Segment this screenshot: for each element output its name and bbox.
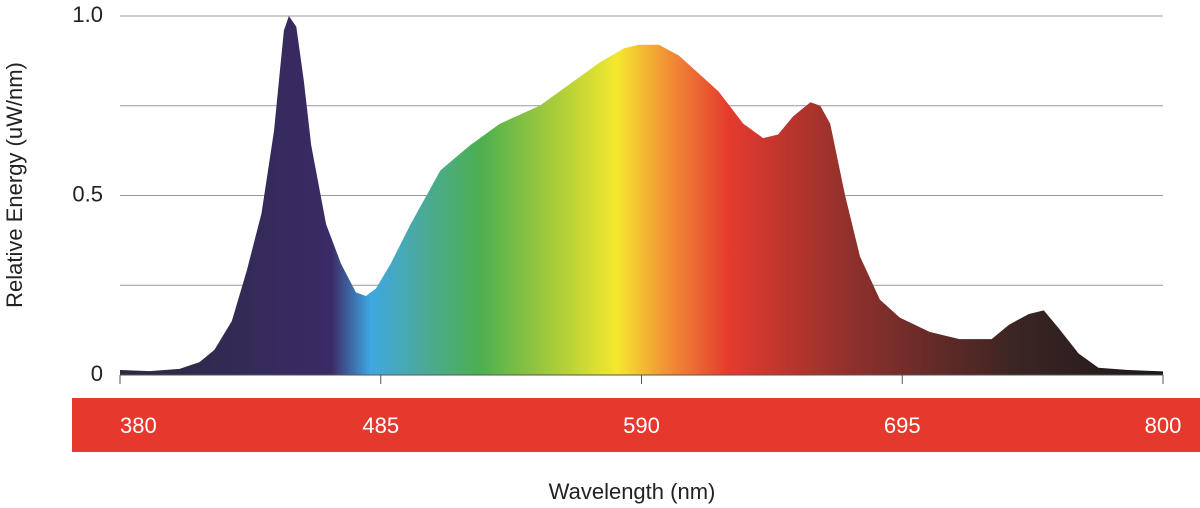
x-tick-label: 695 [884, 413, 921, 438]
axis-band [72, 398, 1200, 452]
x-tick-label: 800 [1145, 413, 1182, 438]
x-tick-label: 380 [120, 413, 157, 438]
x-tick-label: 590 [623, 413, 660, 438]
y-tick-label: 0 [91, 361, 103, 386]
x-tick-label: 485 [362, 413, 399, 438]
x-axis-label: Wavelength (nm) [549, 479, 716, 504]
spectrum-area [120, 16, 1163, 375]
y-tick-label: 0.5 [72, 181, 103, 206]
y-tick-label: 1.0 [72, 2, 103, 27]
y-axis-label: Relative Energy (uW/nm) [2, 62, 27, 308]
